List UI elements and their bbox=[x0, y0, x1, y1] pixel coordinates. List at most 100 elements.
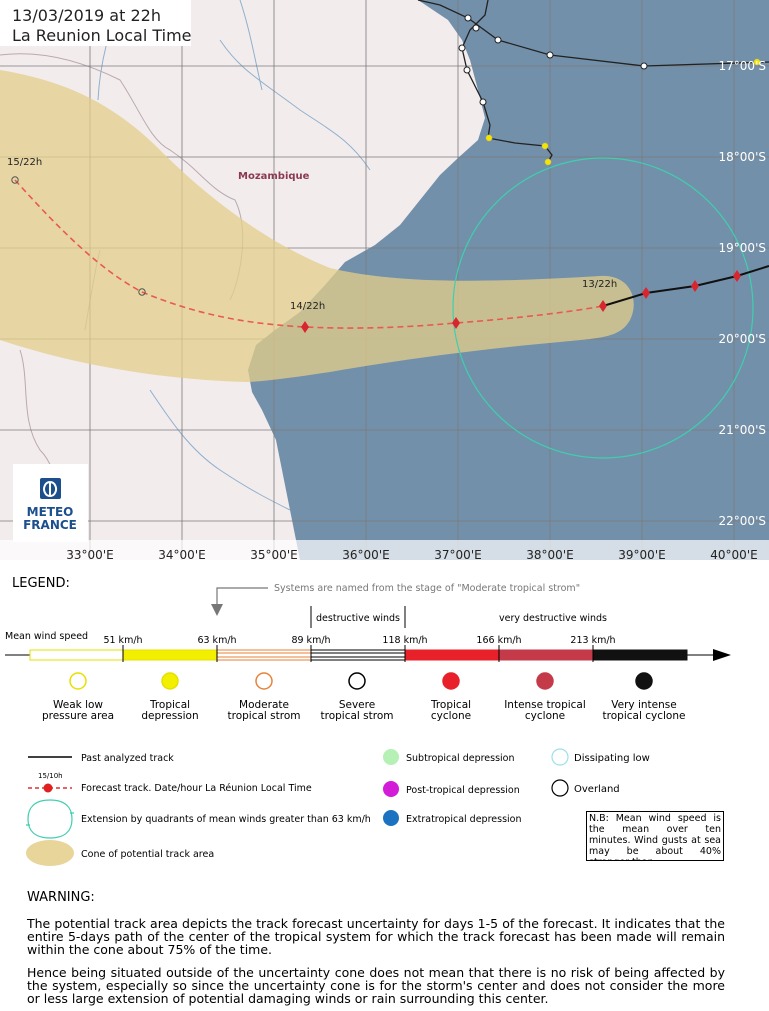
type-icon bbox=[383, 810, 399, 826]
scale-segment bbox=[216, 649, 312, 661]
track-point bbox=[464, 14, 472, 22]
cyclone-marker bbox=[733, 270, 741, 282]
category-label: Tropical bbox=[149, 699, 190, 711]
forecast-point bbox=[11, 176, 19, 184]
latitude-labels: 17°00'S 18°00'S 19°00'S 20°00'S 21°00'S 22°00… bbox=[719, 59, 766, 528]
latitude-label: 20°00'S bbox=[719, 332, 766, 346]
type-icon bbox=[383, 749, 399, 765]
longitude-label: 38°00'E bbox=[526, 548, 573, 562]
category-icon bbox=[442, 672, 460, 690]
threshold-label: 51 km/h bbox=[103, 635, 142, 646]
threshold-label: 118 km/h bbox=[382, 635, 427, 646]
category-icon bbox=[255, 672, 273, 690]
latitude-label: 17°00'S bbox=[719, 59, 766, 73]
wind-scale: 51 km/h 63 km/h 89 km/h 118 km/h 166 km/h 213… bbox=[29, 635, 688, 722]
country-label: Mozambique bbox=[238, 171, 310, 182]
longitude-label: 34°00'E bbox=[158, 548, 205, 562]
track-point bbox=[544, 158, 552, 166]
type-label: Dissipating low bbox=[574, 753, 650, 764]
category-label: tropical cyclone bbox=[603, 710, 686, 722]
uncertainty-cone bbox=[0, 70, 634, 382]
latitude-label: 22°00'S bbox=[719, 514, 766, 528]
forecast-track bbox=[14, 179, 604, 329]
cyclone-marker bbox=[301, 321, 309, 333]
category-icon bbox=[635, 672, 653, 690]
cyclone-marker bbox=[642, 287, 650, 299]
track-point bbox=[640, 62, 648, 70]
wind-group: destructive winds bbox=[316, 613, 400, 624]
forecast-label: 13/22h bbox=[582, 279, 617, 290]
track-point bbox=[458, 44, 466, 52]
cyclone-marker bbox=[599, 300, 607, 312]
category-label: Severe bbox=[339, 699, 375, 711]
category-label: Moderate bbox=[239, 699, 289, 711]
category-label: Very intense bbox=[611, 699, 676, 711]
category-label: Tropical bbox=[430, 699, 471, 711]
track-item: Past analyzed track bbox=[81, 753, 174, 764]
scale-segment bbox=[404, 649, 500, 661]
naming-note: Systems are named from the stage of "Mod… bbox=[274, 583, 580, 594]
logo-text: FRANCE bbox=[23, 518, 77, 532]
category-label: Weak low bbox=[53, 699, 103, 711]
latitude-label: 19°00'S bbox=[719, 241, 766, 255]
river bbox=[239, 0, 263, 91]
track-point bbox=[485, 134, 493, 142]
track-point bbox=[463, 66, 471, 74]
extension-sample bbox=[26, 799, 74, 839]
type-icon bbox=[551, 779, 569, 797]
river bbox=[149, 389, 291, 511]
track-point bbox=[753, 58, 761, 66]
threshold-label: 63 km/h bbox=[197, 635, 236, 646]
cyclone-marker bbox=[691, 280, 699, 292]
timestamp: La Reunion Local Time bbox=[12, 26, 192, 45]
scale-segment bbox=[122, 649, 218, 661]
track-item: Forecast track. Date/hour La Réunion Loc… bbox=[81, 783, 312, 794]
cone-sample bbox=[26, 840, 74, 866]
mean-wind-label: Mean wind speed bbox=[5, 631, 88, 642]
category-label: tropical strom bbox=[228, 710, 301, 722]
track-point bbox=[546, 51, 554, 59]
track-point bbox=[494, 36, 502, 44]
logo-text: METEO bbox=[27, 505, 74, 519]
type-label: Post-tropical depression bbox=[406, 785, 520, 796]
type-icon bbox=[551, 748, 569, 766]
note-arrow-head bbox=[211, 604, 223, 616]
category-label: tropical strom bbox=[321, 710, 394, 722]
longitude-label: 36°00'E bbox=[342, 548, 389, 562]
longitude-label: 39°00'E bbox=[618, 548, 665, 562]
warning-text: The potential track area depicts the tra… bbox=[27, 916, 725, 957]
cyclone-marker bbox=[452, 317, 460, 329]
sample-label: 15/10h bbox=[38, 772, 63, 780]
warning-text: Hence being situated outside of the unce… bbox=[27, 965, 725, 1006]
legend-title: LEGEND: bbox=[12, 576, 70, 591]
category-label: depression bbox=[141, 710, 198, 722]
lon-label-band bbox=[0, 540, 769, 562]
type-icon bbox=[383, 781, 399, 797]
category-icon bbox=[69, 672, 87, 690]
threshold-label: 166 km/h bbox=[476, 635, 521, 646]
category-label: Intense tropical bbox=[504, 699, 586, 711]
timestamp-box bbox=[0, 0, 191, 46]
logo-box bbox=[13, 464, 88, 542]
track-point bbox=[479, 98, 487, 106]
category-label: pressure area bbox=[42, 710, 114, 722]
category-label: cyclone bbox=[431, 710, 471, 722]
scale-segment bbox=[498, 649, 594, 661]
type-label: Extratropical depression bbox=[406, 814, 522, 825]
forecast-label: 14/22h bbox=[290, 301, 325, 312]
wind-extension bbox=[452, 157, 754, 459]
track-point bbox=[541, 142, 549, 150]
category-label: cyclone bbox=[525, 710, 565, 722]
type-label: Subtropical depression bbox=[406, 753, 515, 764]
threshold-label: 89 km/h bbox=[291, 635, 330, 646]
scale-segment bbox=[310, 649, 406, 661]
track-item: Extension by quadrants of mean winds gre… bbox=[81, 814, 371, 825]
wind-note: N.B: Mean wind speed is the mean over te… bbox=[586, 811, 724, 861]
sea bbox=[248, 0, 769, 560]
latitude-label: 21°00'S bbox=[719, 423, 766, 437]
track-points bbox=[458, 14, 648, 106]
wind-group: very destructive winds bbox=[499, 613, 607, 624]
